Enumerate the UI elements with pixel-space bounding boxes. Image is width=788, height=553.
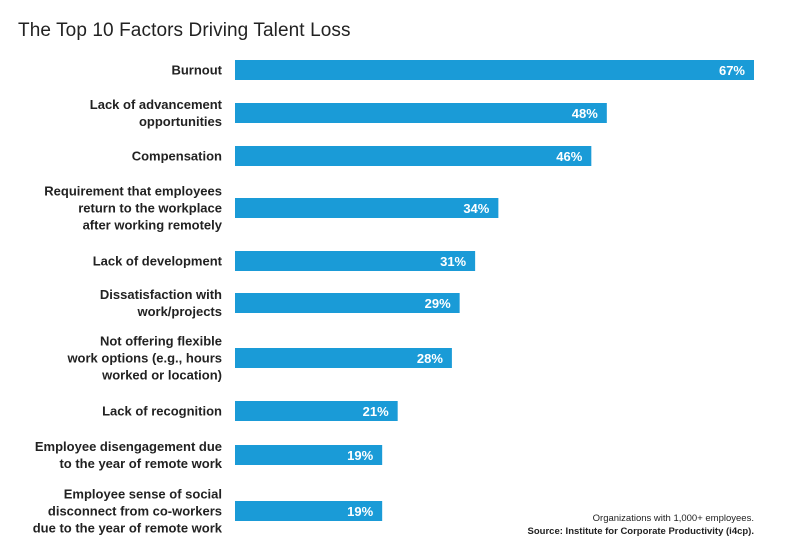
value-label-8: 21%	[363, 404, 389, 419]
footnote-sample: Organizations with 1,000+ employees.	[592, 513, 754, 524]
category-label-9: Employee disengagement due to the year of…	[35, 439, 223, 471]
bar-9	[235, 445, 383, 465]
bar-4	[235, 198, 499, 218]
value-label-6: 29%	[425, 296, 451, 311]
bar-3	[235, 146, 592, 166]
value-label-4: 34%	[463, 201, 489, 216]
category-label-7: Not offering flexible work options (e.g.,…	[66, 334, 222, 383]
bar-1	[235, 60, 754, 80]
value-label-3: 46%	[556, 149, 582, 164]
footnote-source: Source: Institute for Corporate Producti…	[527, 526, 754, 537]
category-label-1: Burnout	[171, 63, 222, 78]
category-label-3: Compensation	[132, 149, 222, 164]
category-label-6: Dissatisfaction with work/projects	[100, 287, 222, 319]
bar-10	[235, 501, 383, 521]
value-label-9: 19%	[347, 448, 373, 463]
value-label-7: 28%	[417, 351, 443, 366]
category-label-10: Employee sense of social disconnect from …	[33, 487, 223, 536]
bar-8	[235, 401, 398, 421]
category-label-4: Requirement that employees return to the …	[44, 184, 222, 233]
bar-6	[235, 293, 460, 313]
bar-7	[235, 348, 452, 368]
chart-title: The Top 10 Factors Driving Talent Loss	[18, 20, 351, 41]
footnote: Organizations with 1,000+ employees. Sou…	[528, 512, 754, 538]
bar-5	[235, 251, 476, 271]
value-label-1: 67%	[719, 63, 745, 78]
value-label-5: 31%	[440, 254, 466, 269]
category-label-5: Lack of development	[93, 254, 223, 269]
bar-2	[235, 103, 607, 123]
value-label-10: 19%	[347, 504, 373, 519]
value-label-2: 48%	[572, 106, 598, 121]
category-label-8: Lack of recognition	[102, 404, 222, 419]
category-label-2: Lack of advancement opportunities	[90, 97, 223, 129]
